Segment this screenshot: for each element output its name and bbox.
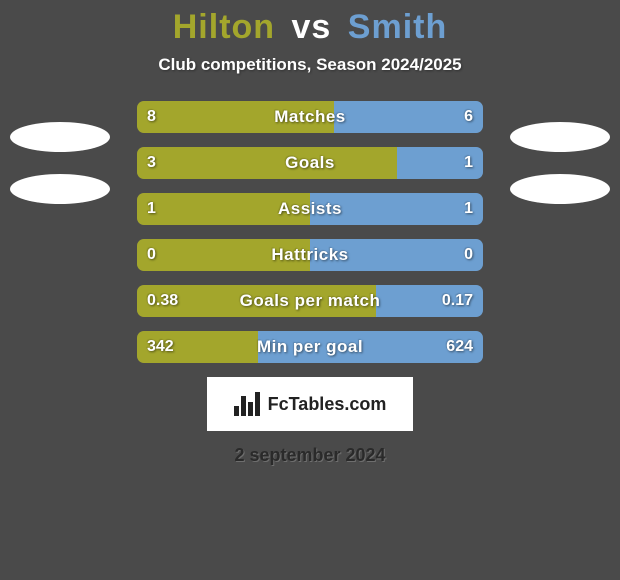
- avatar-left: [10, 122, 110, 222]
- stat-label: Matches: [137, 101, 483, 133]
- title-vs: vs: [292, 8, 332, 46]
- title-player1: Hilton: [173, 8, 275, 46]
- date-label: 2 september 2024: [0, 445, 620, 466]
- avatar-head-icon: [510, 122, 610, 152]
- stat-label: Hattricks: [137, 239, 483, 271]
- page-title: Hilton vs Smith: [0, 8, 620, 47]
- stat-row-goals_per_match: 0.380.17Goals per match: [137, 285, 483, 317]
- avatar-right: [510, 122, 610, 222]
- avatar-shoulder-icon: [10, 174, 110, 204]
- stat-row-min_per_goal: 342624Min per goal: [137, 331, 483, 363]
- stat-row-goals: 31Goals: [137, 147, 483, 179]
- stat-label: Goals: [137, 147, 483, 179]
- brand-box[interactable]: FcTables.com: [207, 377, 413, 431]
- avatar-head-icon: [10, 122, 110, 152]
- stat-row-matches: 86Matches: [137, 101, 483, 133]
- barchart-icon: [234, 392, 262, 416]
- stat-bars: 86Matches 31Goals 11Assists 00Hattricks 0.38…: [137, 101, 483, 363]
- subtitle: Club competitions, Season 2024/2025: [0, 55, 620, 75]
- brand-name: FcTables.com: [268, 394, 387, 415]
- stat-row-assists: 11Assists: [137, 193, 483, 225]
- stat-row-hattricks: 00Hattricks: [137, 239, 483, 271]
- avatar-shoulder-icon: [510, 174, 610, 204]
- stat-label: Assists: [137, 193, 483, 225]
- title-player2: Smith: [348, 8, 447, 46]
- stat-label: Min per goal: [137, 331, 483, 363]
- comparison-card: Hilton vs Smith Club competitions, Seaso…: [0, 0, 620, 580]
- stat-label: Goals per match: [137, 285, 483, 317]
